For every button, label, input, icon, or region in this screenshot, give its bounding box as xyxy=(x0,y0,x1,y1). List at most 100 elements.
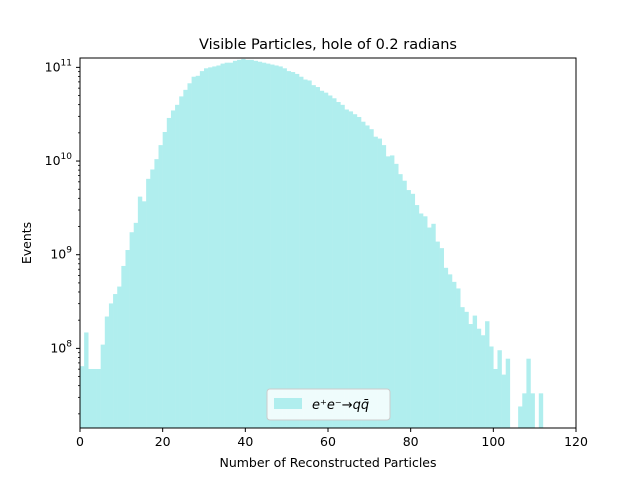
histogram-bar xyxy=(493,368,498,428)
histogram-bar xyxy=(125,250,130,428)
histogram-bar xyxy=(257,61,263,428)
histogram-bar xyxy=(208,67,213,429)
histogram-bar xyxy=(398,174,403,428)
y-axis-label: Events xyxy=(19,222,34,264)
histogram-bar xyxy=(443,267,449,428)
histogram-bar xyxy=(410,193,416,428)
histogram-bar xyxy=(406,190,411,428)
x-tick-label: 120 xyxy=(564,434,588,449)
histogram-bar xyxy=(501,374,506,428)
histogram-bar xyxy=(232,60,238,429)
histogram-bar xyxy=(472,315,478,428)
histogram-bar xyxy=(253,60,258,429)
legend-label: e⁺e⁻→qq̄ xyxy=(312,398,369,413)
histogram-bar xyxy=(480,335,486,428)
histogram-bar xyxy=(274,65,279,429)
histogram-bar xyxy=(108,303,114,428)
x-tick-label: 100 xyxy=(481,434,505,449)
histogram-bar xyxy=(530,393,535,428)
histogram-bar xyxy=(133,222,139,428)
histogram-bar xyxy=(336,102,341,428)
histogram-bar xyxy=(365,125,370,428)
histogram-bar xyxy=(80,366,85,428)
histogram-bar xyxy=(431,223,436,428)
x-tick-label: 0 xyxy=(76,434,84,449)
histogram-bar xyxy=(505,358,511,428)
y-tick-label: 1010 xyxy=(45,152,73,168)
histogram-bar xyxy=(278,66,283,429)
histogram-bar xyxy=(266,63,271,429)
histogram-bar xyxy=(323,92,329,428)
histogram-bar xyxy=(464,311,469,428)
histogram-bar xyxy=(460,307,465,428)
x-axis: 0 20 40 60 80 100 120 xyxy=(76,428,588,449)
histogram-bar xyxy=(137,196,143,428)
histogram-bar xyxy=(332,98,337,428)
histogram-bar xyxy=(104,316,110,428)
histogram-bar xyxy=(286,71,292,429)
histogram-bar xyxy=(170,110,176,429)
histogram-bars xyxy=(80,58,544,429)
histogram-bar xyxy=(129,232,134,428)
y-tick-label: 108 xyxy=(50,339,72,355)
histogram-bar xyxy=(394,163,399,428)
histogram-bar xyxy=(204,68,209,429)
histogram-bar xyxy=(100,344,106,428)
histogram-bar xyxy=(452,281,457,428)
x-tick-label: 60 xyxy=(320,434,336,449)
histogram-bar xyxy=(356,117,362,428)
histogram-bar xyxy=(183,89,188,428)
histogram-bar xyxy=(282,68,287,429)
histogram-bar xyxy=(435,241,440,428)
histogram-bar xyxy=(113,294,118,428)
y-tick-label: 1011 xyxy=(45,58,72,74)
histogram-bar xyxy=(518,406,523,428)
histogram-bar xyxy=(311,85,316,428)
histogram-bar xyxy=(261,62,267,429)
y-tick-label: 109 xyxy=(50,246,72,262)
histogram-bar xyxy=(414,205,420,428)
histogram-bar xyxy=(92,368,97,428)
histogram-bar xyxy=(142,201,147,428)
legend: e⁺e⁻→qq̄ xyxy=(266,388,391,421)
histogram-bar xyxy=(249,59,254,429)
histogram-bar xyxy=(175,104,180,428)
histogram-bar xyxy=(402,180,407,428)
histogram-bar xyxy=(476,328,482,428)
histogram-bar xyxy=(385,156,391,428)
histogram-bar xyxy=(220,63,225,429)
y-axis: 108 109 1010 1011 xyxy=(45,58,80,415)
x-tick-label: 80 xyxy=(403,434,419,449)
histogram-bar xyxy=(352,114,358,428)
histogram-bar xyxy=(468,324,473,428)
histogram-bar xyxy=(418,213,424,428)
histogram-bar xyxy=(390,155,395,429)
histogram-bar xyxy=(328,95,333,428)
histogram-bar xyxy=(303,79,308,428)
histogram-bar xyxy=(489,346,494,428)
histogram-bar xyxy=(158,145,163,429)
histogram-bar xyxy=(348,111,354,428)
histogram-bar xyxy=(195,75,201,429)
histogram-bar xyxy=(199,71,205,429)
histogram-bar xyxy=(224,62,230,429)
histogram-bar xyxy=(307,80,312,428)
histogram-bar xyxy=(290,72,296,429)
histogram-bar xyxy=(439,248,444,428)
histogram-bar xyxy=(361,121,366,428)
histogram-bar xyxy=(187,83,192,428)
histogram-bar xyxy=(179,96,184,428)
histogram-bar xyxy=(344,109,349,429)
histogram-bar xyxy=(146,178,151,428)
histogram-bar xyxy=(154,159,159,428)
histogram-bar xyxy=(245,59,250,429)
histogram-bar xyxy=(162,132,168,428)
histogram-bar xyxy=(538,393,544,428)
histogram-bar xyxy=(117,286,122,428)
histogram-bar xyxy=(88,368,93,428)
x-axis-label: Number of Reconstructed Particles xyxy=(219,455,436,470)
histogram-bar xyxy=(216,65,221,429)
histogram-bar xyxy=(377,138,382,428)
histogram-bar xyxy=(270,64,275,428)
histogram-bar xyxy=(121,265,126,428)
